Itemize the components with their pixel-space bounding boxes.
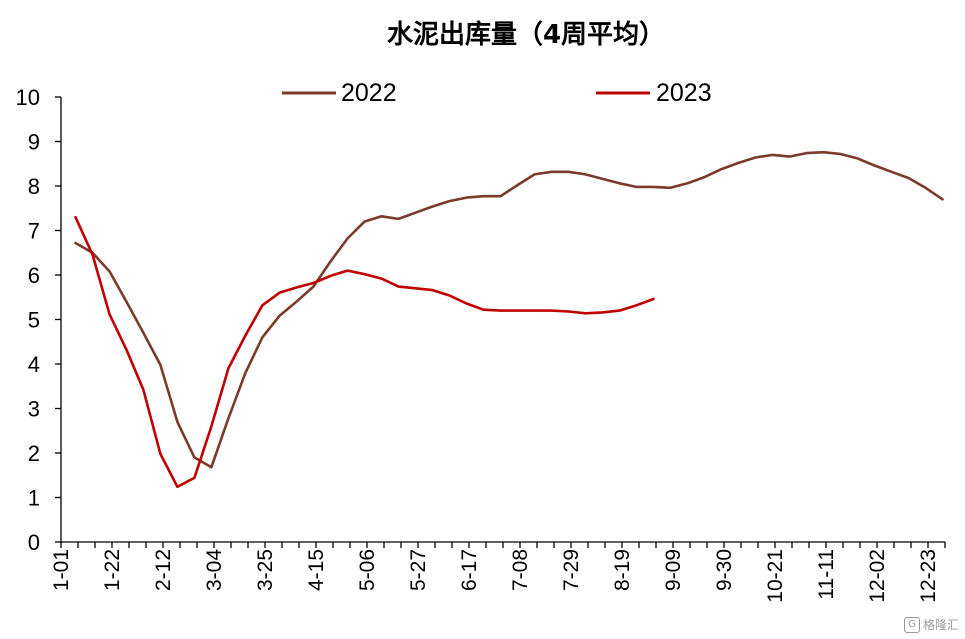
x-tick-label: 5-27 bbox=[407, 549, 430, 591]
y-tick-label: 5 bbox=[28, 308, 40, 333]
x-tick-label: 6-17 bbox=[458, 549, 481, 591]
x-tick-label: 1-22 bbox=[101, 549, 124, 591]
x-tick-label: 12-23 bbox=[917, 549, 940, 603]
y-tick-label: 3 bbox=[28, 397, 40, 422]
x-tick-label: 9-30 bbox=[713, 549, 736, 591]
series-lines bbox=[74, 150, 944, 489]
y-tick-label: 6 bbox=[28, 263, 40, 288]
x-tick-label: 5-06 bbox=[356, 549, 379, 591]
y-tick-label: 4 bbox=[28, 352, 40, 377]
y-tick-label: 8 bbox=[28, 174, 40, 199]
x-tick-label: 9-09 bbox=[662, 549, 685, 591]
chart-title: 水泥出库量（4周平均） bbox=[387, 20, 665, 50]
y-tick-label: 2 bbox=[28, 441, 40, 466]
watermark-text: 格隆汇 bbox=[922, 618, 959, 632]
x-tick-label: 11-11 bbox=[815, 549, 838, 600]
series-line-2023 bbox=[74, 215, 655, 489]
x-tick-label: 8-19 bbox=[611, 549, 634, 591]
x-tick-label: 12-02 bbox=[866, 549, 889, 603]
legend-label-2023: 2023 bbox=[656, 79, 712, 107]
x-tick-label: 4-15 bbox=[305, 549, 328, 591]
watermark: G 格隆汇 bbox=[903, 616, 959, 633]
y-tick-label: 9 bbox=[28, 130, 40, 155]
x-tick-label: 3-04 bbox=[203, 549, 226, 591]
x-axis: 1-01 1-22 2-12 3-04 3-25 4-15 5-06 5-27 6-17 7-08… bbox=[50, 542, 946, 603]
x-tick-label: 2-12 bbox=[152, 549, 175, 591]
legend: 2022 2023 bbox=[282, 79, 712, 107]
x-tick-label: 1-01 bbox=[50, 549, 73, 591]
y-tick-label: 0 bbox=[28, 530, 40, 555]
y-tick-label: 1 bbox=[28, 486, 40, 511]
legend-label-2022: 2022 bbox=[341, 79, 397, 107]
x-tick-label: 10-21 bbox=[764, 549, 787, 603]
x-tick-label: 7-08 bbox=[509, 549, 532, 591]
x-tick-label: 3-25 bbox=[254, 549, 277, 591]
watermark-logo-icon: G bbox=[903, 616, 920, 633]
series-line-2022 bbox=[74, 150, 944, 469]
x-tick-label: 7-29 bbox=[560, 549, 583, 591]
y-tick-label: 10 bbox=[16, 85, 40, 110]
y-axis: 0 1 2 3 4 5 6 7 8 9 10 bbox=[16, 85, 61, 555]
y-tick-label: 7 bbox=[28, 219, 40, 244]
